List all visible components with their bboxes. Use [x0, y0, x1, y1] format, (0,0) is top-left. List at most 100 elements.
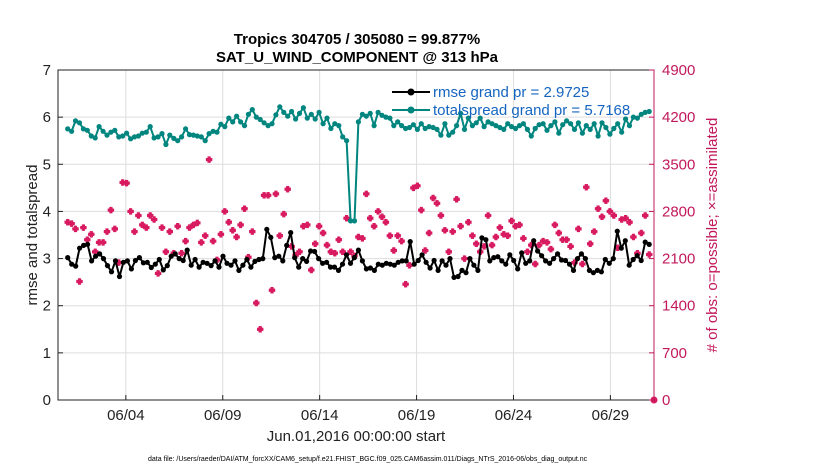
totalspread-point — [485, 119, 491, 125]
right-axis-ticks: 0 700 1400 2100 2800 3500 4200 4900 — [649, 62, 695, 409]
totalspread-point — [344, 138, 350, 144]
totalspread-point — [88, 133, 94, 139]
rmse-point — [220, 253, 226, 259]
obs-marker — [637, 229, 645, 237]
rmse-point — [164, 263, 170, 269]
rmse-point — [555, 251, 561, 257]
totalspread-point — [210, 128, 216, 134]
totalspread-point — [469, 123, 475, 129]
chart-title: Tropics 304705 / 305080 = 99.877% — [234, 31, 480, 48]
totalspread-point — [611, 125, 617, 132]
rmse-point — [156, 256, 162, 263]
obs-marker — [76, 278, 83, 285]
obs-marker — [445, 248, 453, 256]
right-tick-label: 1400 — [662, 298, 695, 315]
totalspread-point — [277, 104, 283, 110]
totalspread-point — [481, 124, 487, 130]
rmse-point — [487, 258, 493, 264]
rmse-point — [327, 264, 334, 270]
totalspread-point — [300, 105, 306, 111]
totalspread-point — [375, 109, 381, 115]
totalspread-point — [575, 120, 582, 126]
totalspread-point — [332, 121, 338, 127]
rmse-point — [419, 252, 425, 258]
obs-marker — [127, 208, 134, 215]
obs-marker — [315, 222, 323, 230]
obs-marker — [406, 261, 413, 269]
totalspread-point — [528, 133, 534, 139]
legend-spread-marker — [407, 106, 415, 114]
obs-marker — [91, 248, 99, 256]
rmse-point — [523, 260, 529, 266]
rmse-point — [399, 258, 405, 264]
obs-marker — [162, 248, 170, 256]
rmse-point — [152, 261, 158, 267]
left-tick-label: 7 — [43, 62, 51, 79]
totalspread-point — [595, 133, 601, 139]
totalspread-point — [245, 111, 251, 117]
chart-subtitle: SAT_U_WIND_COMPONENT @ 313 hPa — [216, 49, 499, 66]
obs-marker — [68, 220, 75, 227]
obs-marker — [414, 182, 421, 190]
rmse-point — [527, 258, 533, 264]
rmse-point — [160, 267, 166, 273]
left-tick-label: 2 — [43, 298, 51, 315]
obs-marker — [520, 235, 527, 242]
totalspread-point — [540, 121, 546, 127]
totalspread-point — [355, 119, 361, 125]
rmse-point — [128, 266, 134, 272]
rmse-point — [503, 261, 509, 267]
obs-marker — [272, 190, 280, 198]
rmse-point — [280, 258, 286, 264]
obs-marker — [209, 237, 217, 245]
rmse-point — [455, 273, 461, 280]
totalspread-point — [603, 124, 609, 131]
rmse-point — [411, 261, 417, 267]
rmse-point — [634, 253, 640, 259]
data-file-footnote: data file: /Users/raeder/DAI/ATM_forcXX/… — [148, 456, 588, 463]
rmse-point — [375, 261, 381, 267]
rmse-point — [184, 247, 190, 253]
y-axis-label-right: # of obs: o=possible; ×=assimilated — [704, 118, 721, 353]
rmse-point — [172, 251, 178, 257]
totalspread-point — [638, 111, 644, 117]
rmse-point — [81, 242, 87, 248]
totalspread-point — [100, 128, 106, 134]
rmse-point — [499, 258, 505, 264]
totalspread-point — [548, 123, 554, 129]
rmse-point — [622, 238, 628, 244]
rmse-point — [379, 262, 385, 268]
obs-marker — [492, 233, 500, 241]
obs-marker — [488, 241, 496, 249]
totalspread-point — [241, 123, 248, 129]
totalspread-point — [642, 109, 648, 115]
totalspread-point — [414, 126, 420, 132]
rmse-point — [547, 260, 553, 266]
obs-marker — [303, 221, 311, 229]
obs-marker — [146, 212, 154, 219]
totalspread-point — [430, 124, 436, 131]
x-tick-label: 06/29 — [592, 407, 630, 424]
legend-rmse-label: rmse grand pr = 2.9725 — [433, 84, 589, 101]
totalspread-point — [186, 132, 193, 138]
rmse-point — [618, 245, 624, 251]
rmse-point — [268, 234, 274, 240]
rmse-point — [320, 260, 326, 266]
totalspread-series — [65, 104, 652, 224]
rmse-point — [188, 262, 194, 268]
totalspread-point — [556, 130, 562, 136]
rmse-point — [471, 262, 477, 268]
rmse-point — [324, 259, 330, 265]
totalspread-point — [371, 123, 377, 129]
obs-marker — [417, 206, 425, 214]
totalspread-point — [112, 127, 118, 133]
rmse-point — [511, 257, 517, 264]
obs-marker — [602, 197, 610, 205]
totalspread-point — [285, 113, 291, 119]
totalspread-point — [367, 110, 373, 116]
totalspread-point — [155, 134, 161, 140]
legend: rmse grand pr = 2.9725 totalspread grand… — [392, 84, 630, 119]
rmse-point — [93, 253, 99, 259]
obs-marker — [256, 325, 264, 333]
